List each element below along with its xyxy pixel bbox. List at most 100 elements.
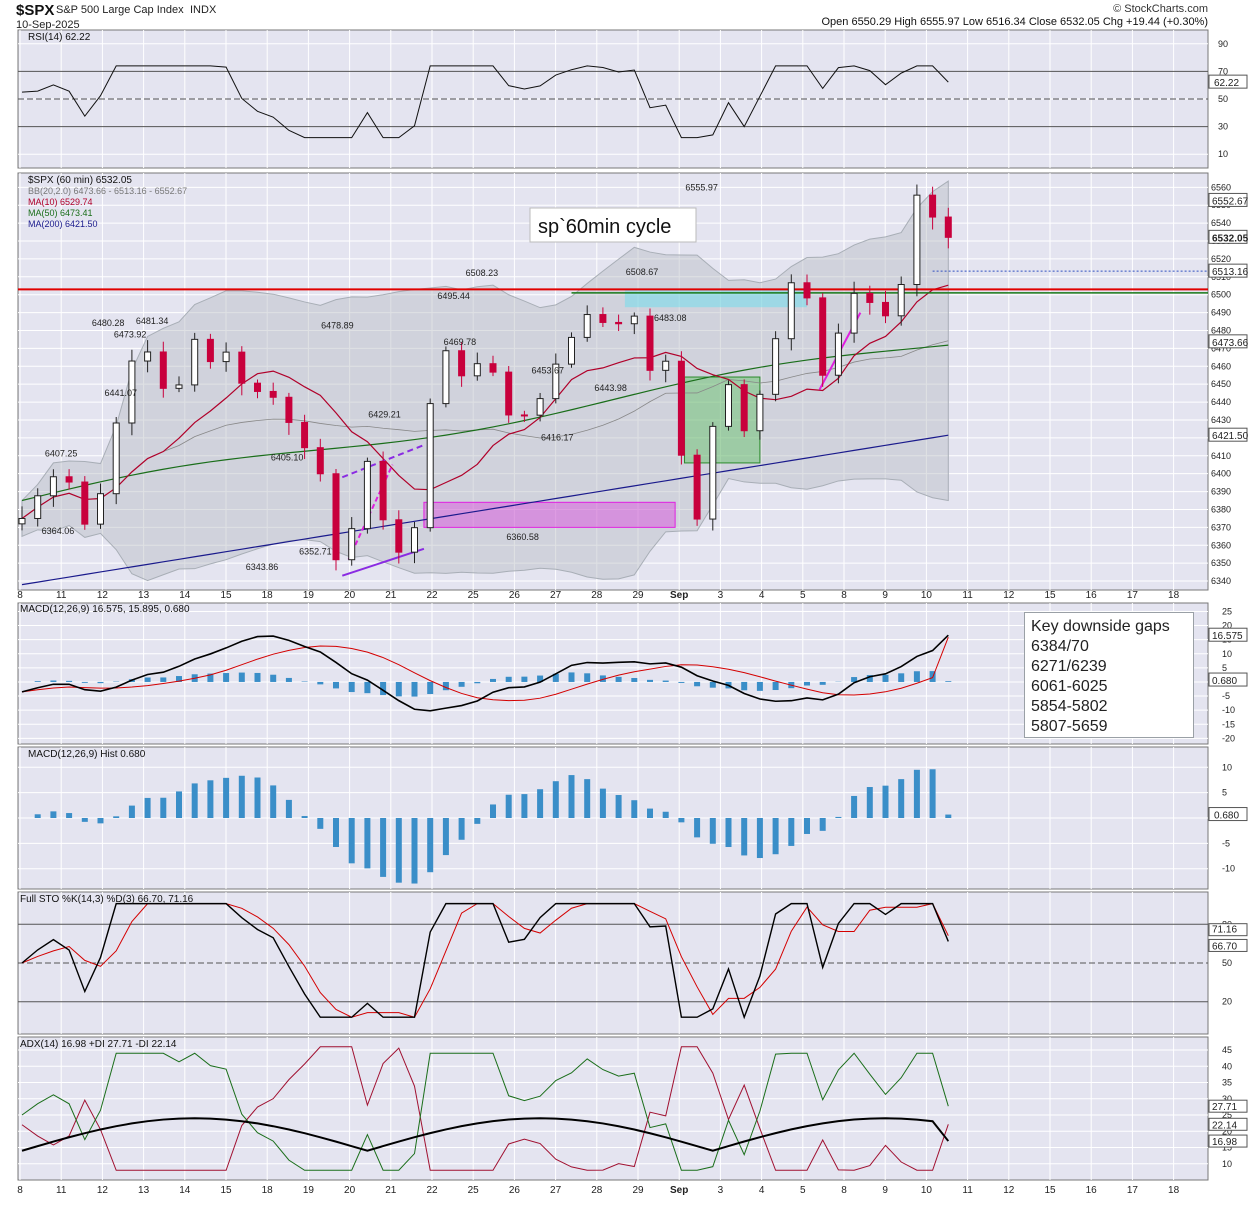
x-axis-label-bottom: 13 — [138, 1185, 150, 1196]
hist-tick-label: 5 — [1222, 788, 1227, 798]
hist-bar — [35, 814, 41, 818]
x-axis-label: 18 — [262, 590, 274, 601]
candle-body — [333, 474, 339, 560]
candle-body — [459, 351, 465, 376]
price-level-label: 6508.23 — [466, 268, 499, 278]
candle-body — [741, 385, 747, 431]
macd-hist-bar — [223, 673, 229, 682]
candle-body — [867, 293, 873, 302]
x-axis-label-bottom: 16 — [1086, 1185, 1098, 1196]
x-axis-label: 12 — [97, 590, 109, 601]
candle-body — [82, 482, 88, 524]
macd-tick-label: 5 — [1222, 663, 1227, 673]
macd-hist-bar — [945, 681, 951, 682]
candle-body — [616, 322, 622, 323]
x-axis-label: 17 — [1127, 590, 1139, 601]
x-axis-label-bottom: 26 — [509, 1185, 521, 1196]
candle-body — [223, 352, 229, 361]
cycle-zone-box — [685, 377, 760, 463]
x-axis-label-bottom: 18 — [1168, 1185, 1180, 1196]
price-level-label: 6495.44 — [437, 291, 470, 301]
macd-hist-bar — [66, 681, 72, 682]
sto-tick-label: 20 — [1222, 997, 1232, 1007]
candle-body — [506, 372, 512, 415]
macd-hist-bar — [710, 682, 716, 688]
hist-tick-label: -10 — [1222, 864, 1235, 874]
gap-zone-box — [424, 502, 675, 527]
symbol-name: S&P 500 Large Cap Index — [56, 4, 184, 16]
hist-bar — [914, 770, 920, 818]
hist-bar — [553, 781, 559, 818]
candle-body — [50, 477, 56, 496]
hist-bar — [945, 815, 951, 818]
hist-tick-label: -5 — [1222, 838, 1230, 848]
x-axis-label: 14 — [179, 590, 191, 601]
price-level-label: 6480.28 — [92, 318, 125, 328]
macd-hist-bar — [160, 677, 166, 682]
price-level-label: 6473.92 — [114, 329, 147, 339]
price-level-label: 6364.06 — [42, 526, 75, 536]
cycle-annotation-text: sp`60min cycle — [538, 216, 671, 238]
macd-axis-label: 16.575 — [1212, 631, 1243, 642]
symbol-exchange: INDX — [190, 4, 217, 16]
x-axis-label: 3 — [718, 590, 724, 601]
hist-bar — [678, 818, 684, 822]
candle-body — [569, 337, 575, 364]
price-level-label: 6441.07 — [104, 388, 137, 398]
candle-body — [851, 293, 857, 333]
price-legend-line-3: MA(10) 6529.74 — [28, 197, 93, 207]
hist-bar — [145, 798, 151, 818]
macd-hist-bar — [757, 682, 763, 691]
hist-bar — [710, 818, 716, 844]
hist-bar — [506, 795, 512, 818]
macd-hist-bar — [317, 682, 323, 684]
candle-body — [883, 302, 889, 315]
candle-body — [694, 455, 700, 519]
hist-bar — [600, 789, 606, 818]
macd-hist-bar — [741, 682, 747, 690]
hist-bar — [223, 778, 229, 818]
adx-axis-label: 16.98 — [1212, 1137, 1237, 1148]
candle-body — [98, 494, 104, 524]
gap-line: 6384/70 — [1031, 637, 1187, 657]
hist-bar — [835, 817, 841, 818]
x-axis-label-bottom: 10 — [921, 1185, 933, 1196]
price-tick-label: 6350 — [1211, 558, 1231, 568]
hist-bar — [631, 800, 637, 818]
hist-bar — [113, 816, 119, 818]
x-axis-label: 5 — [800, 590, 806, 601]
macd-hist-bar — [82, 682, 88, 683]
macd-hist-bar — [569, 672, 575, 682]
x-axis-label-bottom: Sep — [670, 1185, 688, 1196]
x-axis-label-bottom: 22 — [426, 1185, 438, 1196]
candle-body — [631, 316, 637, 324]
candle-body — [914, 195, 920, 284]
sto-axis-label: 66.70 — [1212, 941, 1237, 952]
x-axis-label-bottom: 29 — [632, 1185, 644, 1196]
price-level-label: 6481.34 — [136, 316, 169, 326]
x-axis-label-bottom: 3 — [718, 1185, 724, 1196]
ohlc-summary: Open 6550.29 High 6555.97 Low 6516.34 Cl… — [821, 16, 1208, 28]
macd-legend: MACD(12,26,9) 16.575, 15.895, 0.680 — [20, 604, 190, 615]
hist-bar — [160, 798, 166, 818]
hist-bar — [804, 818, 810, 834]
x-axis-label-bottom: 27 — [550, 1185, 562, 1196]
candle-body — [364, 461, 370, 528]
macd-hist-bar — [663, 681, 669, 682]
price-tick-label: 6540 — [1211, 218, 1231, 228]
hist-bar — [380, 818, 386, 877]
candle-body — [255, 383, 261, 391]
price-tick-label: 6500 — [1211, 290, 1231, 300]
candle-body — [663, 361, 669, 370]
candle-body — [302, 422, 308, 447]
price-level-label: 6483.08 — [654, 313, 687, 323]
hist-bar — [521, 794, 527, 818]
x-axis-label: 12 — [1003, 590, 1015, 601]
hist-bar — [50, 811, 56, 818]
price-legend-line-4: MA(50) 6473.41 — [28, 208, 93, 218]
price-tick-label: 6490 — [1211, 308, 1231, 318]
candle-body — [898, 285, 904, 316]
x-axis-label: 27 — [550, 590, 562, 601]
x-axis-label: 8 — [841, 590, 847, 601]
